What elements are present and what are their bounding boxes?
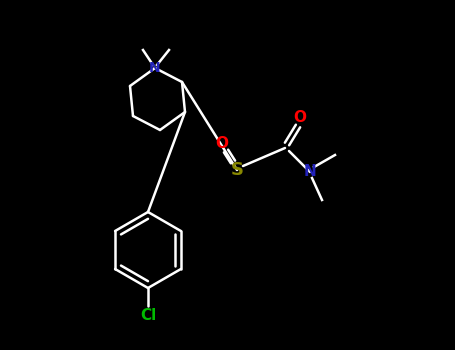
Text: N: N bbox=[303, 164, 316, 180]
Text: N: N bbox=[149, 61, 161, 75]
Text: Cl: Cl bbox=[140, 308, 156, 323]
Text: O: O bbox=[293, 111, 307, 126]
Text: S: S bbox=[231, 161, 243, 179]
Text: O: O bbox=[216, 135, 228, 150]
